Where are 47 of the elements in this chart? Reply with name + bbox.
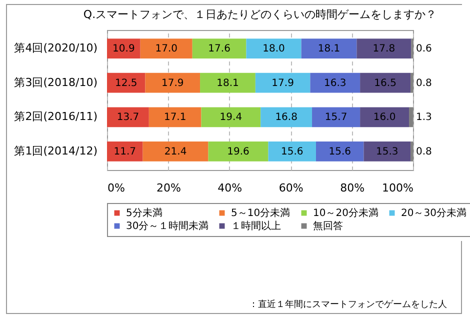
legend-label: 5分未満 (126, 207, 162, 219)
y-tick-label: 第1回(2014/12) (14, 144, 98, 158)
y-tick-label: 第2回(2016/11) (14, 110, 98, 124)
data-label: 17.9 (162, 78, 184, 89)
data-label: 18.1 (216, 78, 239, 89)
data-label: 18.1 (318, 44, 340, 55)
data-label: 0.6 (416, 44, 432, 55)
data-label: 15.6 (280, 146, 304, 158)
data-label: 0.8 (416, 78, 432, 89)
x-tick-label: 100% (382, 182, 414, 194)
x-tick-label: 60% (278, 182, 304, 194)
data-label: 16.8 (275, 112, 298, 124)
data-label: 15.6 (328, 146, 351, 158)
data-label: 19.6 (227, 146, 250, 158)
legend-label: 無回答 (313, 220, 343, 232)
data-label: 10.9 (112, 44, 135, 55)
data-label: 17.1 (164, 112, 186, 124)
data-label: 21.4 (164, 146, 187, 158)
x-tick-label: 0% (108, 182, 125, 194)
legend-label: 10～20分未満 (313, 207, 378, 219)
legend-label: 30分～１時間未満 (126, 220, 209, 232)
data-label: 18.0 (262, 44, 285, 55)
y-tick-label: 第4回(2020/10) (14, 42, 98, 55)
data-label: 13.7 (116, 112, 140, 124)
x-tick-label: 80% (340, 182, 365, 194)
x-tick-label: 20% (156, 182, 181, 194)
data-label: 17.8 (372, 44, 396, 55)
y-tick-label: 第3回(2018/10) (14, 76, 98, 89)
data-label: 15.7 (324, 112, 348, 124)
data-label: 17.6 (208, 44, 230, 55)
data-label: 17.9 (272, 78, 294, 89)
data-label: 17.0 (155, 44, 178, 55)
chart-title: Q.スマートフォンで、１日あたりどのくらいの時間ゲームをしますか？ (83, 8, 437, 21)
data-label: 16.0 (373, 112, 396, 124)
data-label: 12.5 (114, 78, 138, 89)
data-label: 16.3 (324, 78, 346, 89)
data-label: 11.7 (114, 146, 136, 158)
text: ：直近１年間にスマートフォンでゲームをした人 (249, 298, 447, 311)
data-label: 0.8 (416, 146, 432, 158)
data-label: 16.5 (374, 78, 396, 89)
data-label: 19.4 (220, 112, 242, 124)
data-label: 1.3 (416, 112, 432, 124)
legend-label: 5～10分未満 (231, 207, 290, 219)
x-tick-label: 40% (218, 182, 242, 194)
data-label: 15.3 (376, 146, 398, 158)
legend-label: １時間以上 (231, 220, 281, 232)
legend-label: 20～30分未満 (401, 207, 466, 219)
